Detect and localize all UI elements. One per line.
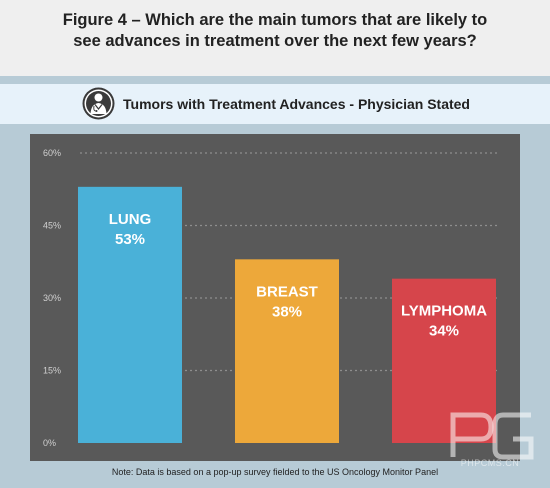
- bar-category-label: BREAST: [256, 283, 318, 300]
- y-tick-label: 15%: [43, 366, 61, 376]
- bar-category-label: LUNG: [109, 211, 152, 228]
- physician-icon: [82, 87, 115, 120]
- header: Figure 4 – Which are the main tumors tha…: [0, 0, 550, 76]
- chart-subtitle: Tumors with Treatment Advances - Physici…: [123, 96, 470, 112]
- figure-title: Figure 4 – Which are the main tumors tha…: [0, 10, 550, 52]
- y-tick-label: 0%: [43, 438, 56, 448]
- bar-value-label: 38%: [272, 303, 302, 320]
- bar-lung: [78, 186, 182, 444]
- bar-value-label: 53%: [115, 231, 145, 248]
- y-axis-ticks: 60% 45% 30% 15% 0%: [43, 148, 61, 448]
- bars: [78, 186, 496, 444]
- chart-note: Note: Data is based on a pop-up survey f…: [111, 467, 439, 477]
- watermark-logo: [450, 412, 534, 460]
- bar-labels: LUNG 53% BREAST 38% LYMPHOMA 34%: [109, 211, 487, 340]
- figure-title-line1: Figure 4 – Which are the main tumors tha…: [62, 11, 488, 29]
- watermark-text: PHPCMS.CN: [460, 458, 520, 468]
- bar-value-label: 34%: [429, 323, 459, 340]
- y-tick-label: 60%: [43, 148, 61, 158]
- y-tick-label: 45%: [43, 221, 61, 231]
- bar-category-label: LYMPHOMA: [401, 303, 487, 320]
- bar-breast: [235, 259, 339, 443]
- figure-title-line2: see advances in treatment over the next …: [73, 32, 477, 50]
- y-tick-label: 30%: [43, 293, 61, 303]
